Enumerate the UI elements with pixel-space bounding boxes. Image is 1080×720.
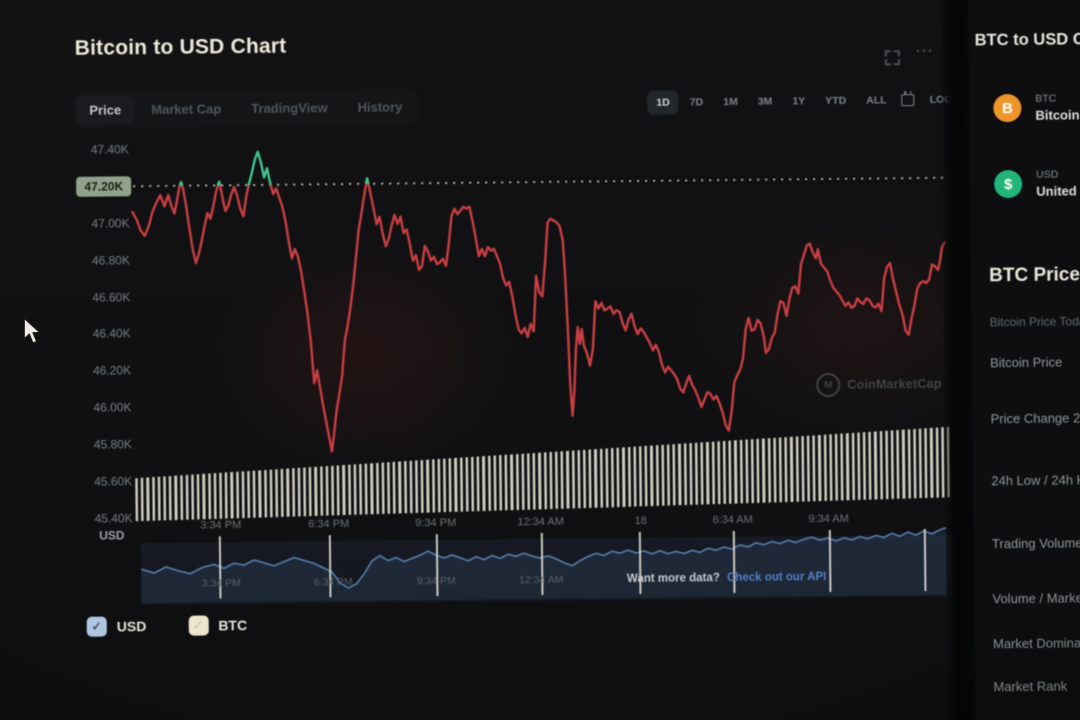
checkbox-btc[interactable]: ✓ xyxy=(188,615,209,636)
range-all[interactable]: ALL xyxy=(866,94,887,107)
navigator-tick-label: 9:34 PM xyxy=(416,574,456,588)
price-line-above-ref xyxy=(131,150,946,187)
asset-text: BTC Bitcoin xyxy=(1035,92,1080,123)
tab-history[interactable]: History xyxy=(357,99,403,115)
navigator-tick-label: 3:34 PM xyxy=(201,577,241,590)
y-axis-tick: 45.80K xyxy=(93,437,132,452)
legend-item-usd[interactable]: ✓ USD xyxy=(86,616,147,637)
range-3m[interactable]: 3M xyxy=(757,95,773,108)
usd-icon: $ xyxy=(994,169,1023,199)
x-axis-tick: 6:34 PM xyxy=(308,518,350,531)
chart-legend: ✓ USD ✓ BTC xyxy=(86,615,248,637)
stat-row: 24h Low / 24h High xyxy=(991,472,1080,489)
chart-panel: Bitcoin to USD Chart Price Market Cap Trad… xyxy=(0,0,1015,720)
y-axis-tick: 47.00K xyxy=(91,216,130,231)
api-prompt: Want more data? Check out our API xyxy=(627,571,826,585)
y-axis-highlight-badge: 47.20K xyxy=(76,176,132,197)
api-link[interactable]: Check out our API xyxy=(726,571,827,585)
y-axis-tick: 46.80K xyxy=(91,253,131,268)
sidebar: BTC to USD Converter B BTC Bitcoin $ USD Unit… xyxy=(968,0,1080,720)
asset-name: Bitcoin xyxy=(1035,107,1080,123)
asset-symbol: BTC xyxy=(1035,92,1057,105)
stat-row: Volume / Market Cap xyxy=(992,590,1080,607)
y-axis-tick: 46.20K xyxy=(92,363,132,378)
stat-row: Price Change 24h xyxy=(990,410,1080,427)
checkbox-usd[interactable]: ✓ xyxy=(86,616,107,637)
range-toolbar: 1D7D1M3M1YYTDALLLOG xyxy=(647,88,961,115)
asset-symbol: USD xyxy=(1036,168,1059,181)
legend-label: BTC xyxy=(218,617,248,634)
x-axis-tick: 3:34 PM xyxy=(200,519,242,532)
x-axis-tick: 18 xyxy=(634,514,647,528)
converter-title: BTC to USD Converter xyxy=(974,29,1080,50)
range-1d[interactable]: 1D xyxy=(647,90,679,115)
y-axis-tick: 46.60K xyxy=(92,289,131,305)
api-prompt-text: Want more data? xyxy=(626,572,720,586)
coinmarketcap-watermark: M CoinMarketCap xyxy=(816,372,942,398)
range-7d[interactable]: 7D xyxy=(689,96,704,109)
stat-row: Market Dominance xyxy=(992,635,1080,652)
more-options-icon[interactable]: ··· xyxy=(915,42,934,61)
coinmarketcap-logo-icon: M xyxy=(816,372,841,398)
y-axis-currency-label[interactable]: USD xyxy=(99,528,125,543)
asset-name: United States Dollar xyxy=(1036,183,1080,199)
stat-row: Bitcoin Price xyxy=(989,354,1063,371)
range-1y[interactable]: 1Y xyxy=(792,95,806,108)
stats-title: BTC Price Statistics xyxy=(989,263,1080,287)
x-axis-tick: 12:34 AM xyxy=(517,515,565,529)
y-axis-tick: 45.40K xyxy=(94,511,133,526)
bitcoin-icon: B xyxy=(993,93,1022,123)
fullscreen-icon[interactable] xyxy=(884,50,900,66)
navigator-tick-label: 6:34 PM xyxy=(313,575,353,589)
price-line-below-ref xyxy=(131,177,946,453)
asset-text: USD United States Dollar xyxy=(1036,168,1080,199)
calendar-icon[interactable] xyxy=(901,91,915,107)
asset-row-usd[interactable]: $ USD United States Dollar xyxy=(994,168,1080,200)
y-axis: 47.40K 47.20K 47.00K 46.80K 46.60K 46.40K 46.2… xyxy=(0,0,135,720)
stat-row: Market Rank xyxy=(993,678,1068,695)
legend-label: USD xyxy=(116,618,147,635)
y-axis-tick: 45.60K xyxy=(94,474,133,489)
x-axis-tick: 9:34 AM xyxy=(808,512,849,526)
tab-tradingview[interactable]: TradingView xyxy=(251,100,328,117)
range-ytd[interactable]: YTD xyxy=(825,94,847,107)
legend-item-btc[interactable]: ✓ BTC xyxy=(188,615,247,636)
x-axis-tick: 6:34 AM xyxy=(712,513,753,527)
tab-market-cap[interactable]: Market Cap xyxy=(151,101,222,118)
stats-subtitle: Bitcoin Price Today xyxy=(989,314,1080,330)
range-1m[interactable]: 1M xyxy=(723,95,738,109)
asset-row-btc[interactable]: B BTC Bitcoin xyxy=(993,92,1080,123)
stat-row: Trading Volume xyxy=(991,535,1080,552)
x-axis-tick: 9:34 PM xyxy=(415,516,457,530)
y-axis-tick: 46.40K xyxy=(92,326,131,342)
y-axis-tick: 47.40K xyxy=(90,142,129,157)
y-axis-tick: 46.00K xyxy=(93,400,132,415)
navigator-tick-label: 12:34 AM xyxy=(519,573,564,587)
